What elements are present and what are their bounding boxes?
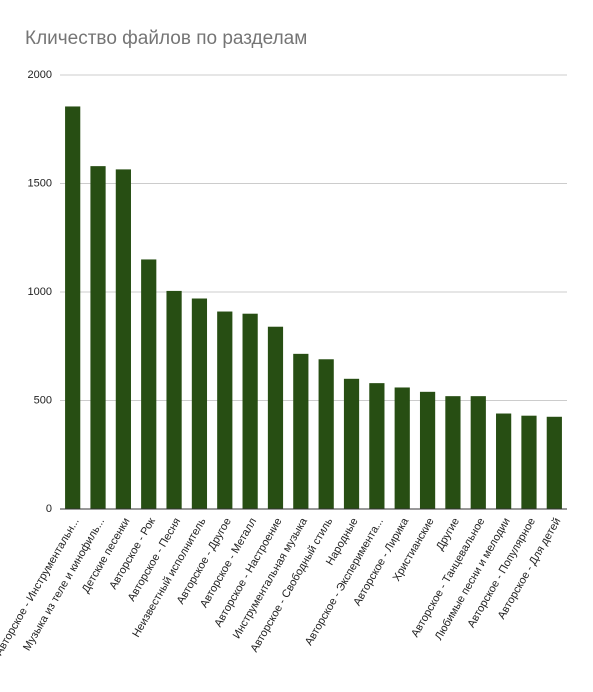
bar <box>369 383 385 509</box>
y-tick-label: 2000 <box>28 69 52 81</box>
y-tick-label: 1500 <box>28 177 52 189</box>
y-tick-label: 500 <box>34 394 52 406</box>
bar <box>546 416 562 509</box>
bar <box>267 326 284 509</box>
bar <box>343 378 360 509</box>
bar <box>419 391 436 509</box>
chart-title: Кличество файлов по разделам <box>25 28 307 49</box>
bar <box>496 413 512 509</box>
bar <box>293 353 309 509</box>
y-tick-label: 1000 <box>28 286 52 298</box>
bar <box>242 313 258 509</box>
bar <box>318 359 334 509</box>
x-tick-label: Другие <box>434 516 462 553</box>
bar <box>445 396 461 509</box>
bar <box>65 106 81 509</box>
bar <box>90 166 106 509</box>
bar <box>141 259 157 509</box>
bar <box>115 169 131 509</box>
bar <box>217 311 233 509</box>
bar <box>394 387 410 509</box>
y-tick-label: 0 <box>46 503 52 515</box>
bar <box>470 396 486 509</box>
bar <box>521 415 537 509</box>
bar <box>166 290 182 509</box>
bar <box>191 298 208 509</box>
